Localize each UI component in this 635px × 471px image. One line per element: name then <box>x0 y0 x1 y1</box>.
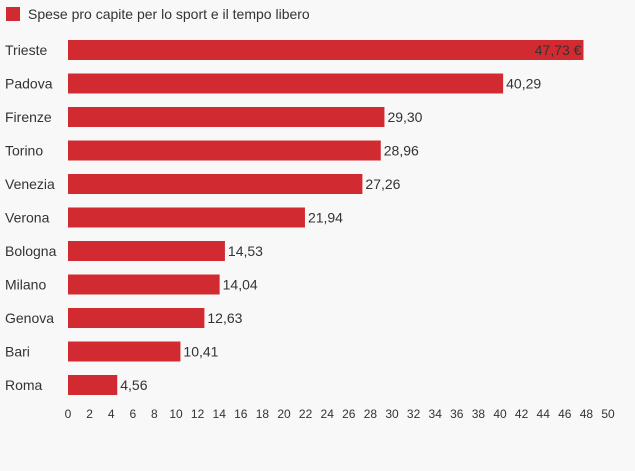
x-tick-label: 2 <box>86 407 93 421</box>
category-label: Genova <box>5 310 54 326</box>
category-label: Trieste <box>5 42 47 58</box>
x-tick-label: 24 <box>321 407 335 421</box>
category-label: Venezia <box>5 176 55 192</box>
legend-swatch <box>6 7 20 21</box>
x-tick-label: 18 <box>256 407 270 421</box>
bar-roma <box>68 375 118 395</box>
bar-padova <box>68 73 504 94</box>
x-tick-label: 22 <box>299 407 313 421</box>
x-tick-label: 14 <box>213 407 227 421</box>
value-label: 40,29 <box>506 76 541 92</box>
x-tick-label: 32 <box>407 407 421 421</box>
x-tick-label: 12 <box>191 407 205 421</box>
x-tick-label: 4 <box>108 407 115 421</box>
category-label: Verona <box>5 210 50 226</box>
category-label: Firenze <box>5 109 52 125</box>
x-tick-label: 46 <box>558 407 572 421</box>
legend: Spese pro capite per lo sport e il tempo… <box>6 5 310 23</box>
x-tick-label: 8 <box>151 407 158 421</box>
x-tick-label: 38 <box>472 407 486 421</box>
x-tick-label: 6 <box>129 407 136 421</box>
bar-verona <box>68 207 305 228</box>
legend-label: Spese pro capite per lo sport e il tempo… <box>28 6 310 22</box>
value-label: 29,30 <box>387 109 422 125</box>
bar-milano <box>68 274 220 295</box>
category-label: Bologna <box>5 243 57 259</box>
value-label: 14,53 <box>228 243 263 259</box>
category-label: Torino <box>5 143 43 159</box>
x-tick-label: 26 <box>342 407 356 421</box>
value-label: 47,73 € <box>535 42 582 58</box>
value-label: 28,96 <box>384 143 419 159</box>
value-label: 12,63 <box>207 310 242 326</box>
category-label: Milano <box>5 277 46 293</box>
x-tick-label: 40 <box>493 407 507 421</box>
bar-firenze <box>68 107 385 127</box>
x-tick-label: 48 <box>580 407 594 421</box>
value-label: 14,04 <box>223 277 258 293</box>
bar-genova <box>68 308 205 328</box>
bar-torino <box>68 140 381 161</box>
category-label: Roma <box>5 377 43 393</box>
x-tick-label: 42 <box>515 407 529 421</box>
category-label: Padova <box>5 76 53 92</box>
category-label: Bari <box>5 344 30 360</box>
value-label: 4,56 <box>120 377 147 393</box>
x-tick-label: 10 <box>169 407 183 421</box>
value-label: 27,26 <box>365 176 400 192</box>
bar-venezia <box>68 174 363 194</box>
x-tick-label: 28 <box>364 407 378 421</box>
x-tick-label: 36 <box>450 407 464 421</box>
value-label: 21,94 <box>308 210 343 226</box>
bar-trieste <box>68 40 584 60</box>
x-tick-label: 50 <box>601 407 615 421</box>
bar-bari <box>68 341 181 362</box>
bar-bologna <box>68 241 225 261</box>
x-tick-label: 44 <box>537 407 551 421</box>
x-tick-label: 0 <box>65 407 72 421</box>
x-tick-label: 34 <box>429 407 443 421</box>
x-tick-label: 30 <box>385 407 399 421</box>
value-label: 10,41 <box>183 344 218 360</box>
x-tick-label: 16 <box>234 407 248 421</box>
x-tick-label: 20 <box>277 407 291 421</box>
